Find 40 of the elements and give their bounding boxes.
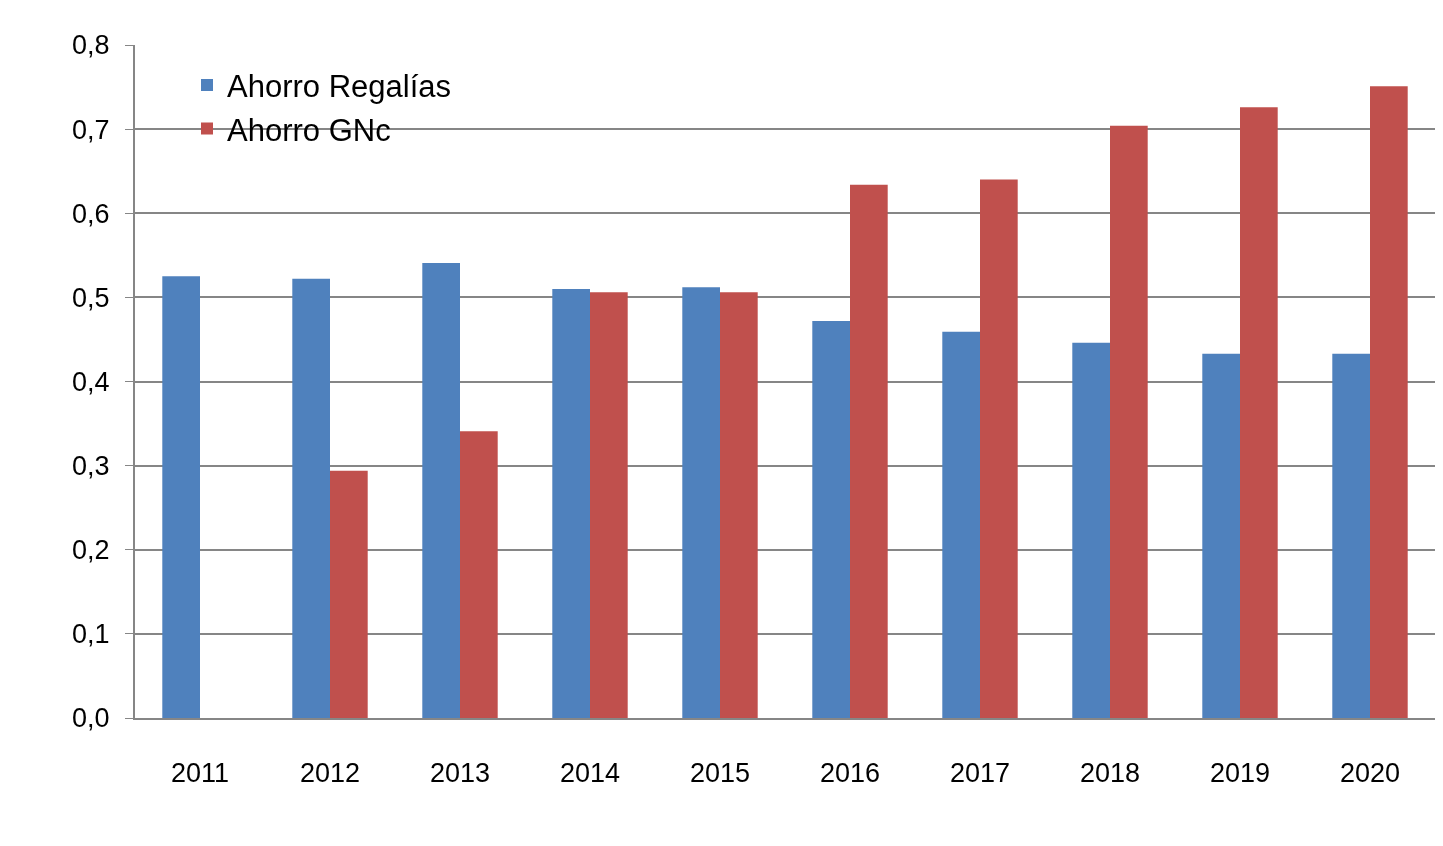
bar (682, 287, 720, 718)
y-tick-label: 0,2 (72, 535, 110, 566)
y-tick-label: 0,7 (72, 114, 110, 145)
x-tick-label: 2017 (949, 758, 1011, 789)
bar (330, 470, 368, 718)
y-tick-label: 0,5 (72, 282, 110, 313)
x-tick-label: 2014 (559, 758, 621, 789)
bar (552, 288, 590, 718)
y-tick-label: 0,0 (72, 703, 110, 734)
bar (812, 320, 850, 718)
x-tick-label: 2020 (1339, 758, 1401, 789)
bar (850, 184, 888, 718)
y-tick-label: 0,1 (72, 619, 110, 650)
bar (720, 292, 758, 718)
bar (590, 292, 628, 718)
x-tick-label: 2012 (299, 758, 361, 789)
x-tick-label: 2019 (1209, 758, 1271, 789)
legend-label: Ahorro Regalías (227, 69, 452, 105)
bar (292, 278, 330, 718)
y-tick-label: 0,4 (72, 366, 110, 397)
bar (422, 262, 460, 718)
y-tick-label: 0,3 (72, 451, 110, 482)
bar (1240, 107, 1278, 718)
y-tick-label: 0,6 (72, 198, 110, 229)
bar (1332, 353, 1370, 718)
bar (980, 179, 1018, 718)
bar (942, 331, 980, 718)
y-tick-label: 0,8 (72, 30, 110, 61)
x-tick-label: 2018 (1079, 758, 1141, 789)
bar (1072, 342, 1110, 718)
bar (1110, 125, 1148, 718)
x-tick-label: 2015 (689, 758, 751, 789)
bar (1202, 353, 1240, 718)
bar (460, 431, 498, 718)
legend-label: Ahorro GNc (227, 112, 391, 148)
x-tick-label: 2011 (170, 758, 230, 789)
x-tick-label: 2013 (429, 758, 491, 789)
bar (162, 276, 200, 718)
x-tick-label: 2016 (819, 758, 881, 789)
bar (1370, 86, 1408, 718)
